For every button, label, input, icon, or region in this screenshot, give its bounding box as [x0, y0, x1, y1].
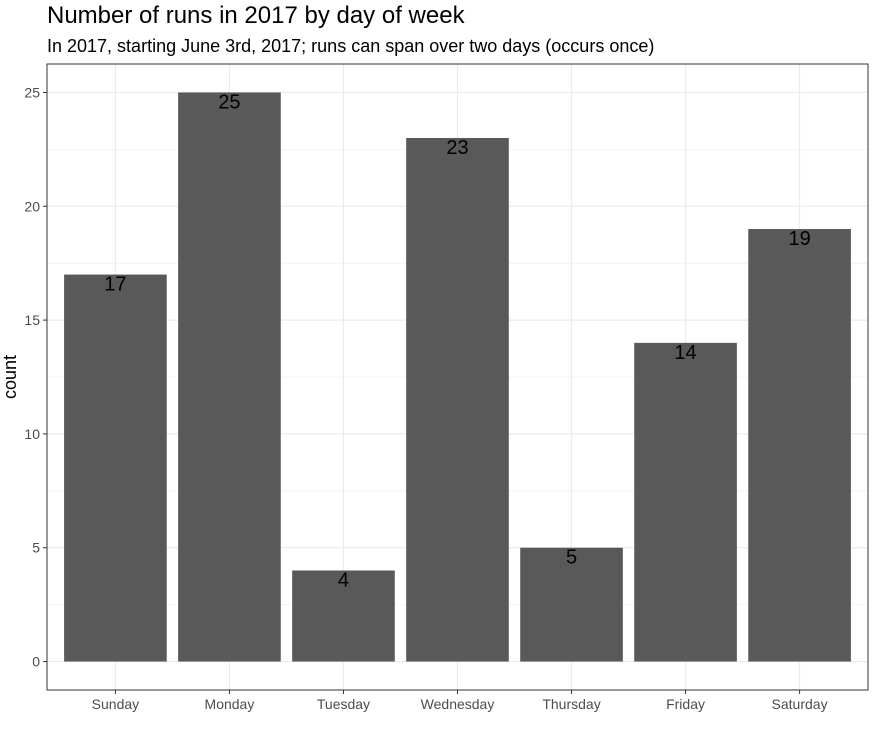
bar-sunday [64, 274, 167, 662]
y-tick-label: 20 [24, 198, 40, 214]
data-label-tuesday: 4 [338, 569, 349, 591]
x-axis: Sunday Monday Tuesday Wednesday Thursday Frid… [92, 690, 828, 712]
bars [64, 92, 851, 662]
x-tick-label-saturday: Saturday [772, 696, 828, 712]
x-tick-label-friday: Friday [666, 696, 705, 712]
y-axis-label: count [0, 355, 20, 399]
x-tick-label-wednesday: Wednesday [421, 696, 495, 712]
x-tick-label-thursday: Thursday [542, 696, 600, 712]
y-tick-label: 25 [24, 84, 40, 100]
bar-saturday [748, 229, 851, 662]
data-label-sunday: 17 [104, 274, 126, 296]
data-label-thursday: 5 [566, 547, 577, 569]
bar-monday [178, 92, 281, 662]
bar-tuesday [292, 570, 395, 662]
x-tick-label-tuesday: Tuesday [317, 696, 370, 712]
y-tick-label: 10 [24, 426, 40, 442]
chart-subtitle: In 2017, starting June 3rd, 2017; runs c… [47, 36, 655, 56]
y-axis: 0 5 10 15 20 25 [24, 84, 47, 670]
y-tick-label: 5 [32, 540, 40, 556]
y-tick-label: 0 [32, 654, 40, 670]
y-tick-label: 15 [24, 312, 40, 328]
chart-title: Number of runs in 2017 by day of week [47, 2, 465, 29]
data-label-friday: 14 [674, 342, 696, 364]
bar-thursday [520, 547, 623, 662]
data-label-monday: 25 [218, 91, 240, 113]
data-labels: 17 25 4 23 5 14 19 [104, 91, 810, 591]
bar-wednesday [406, 137, 509, 662]
x-tick-label-sunday: Sunday [92, 696, 139, 712]
data-label-wednesday: 23 [446, 137, 468, 159]
data-label-saturday: 19 [788, 228, 810, 250]
bar-friday [634, 342, 737, 662]
x-tick-label-monday: Monday [205, 696, 255, 712]
